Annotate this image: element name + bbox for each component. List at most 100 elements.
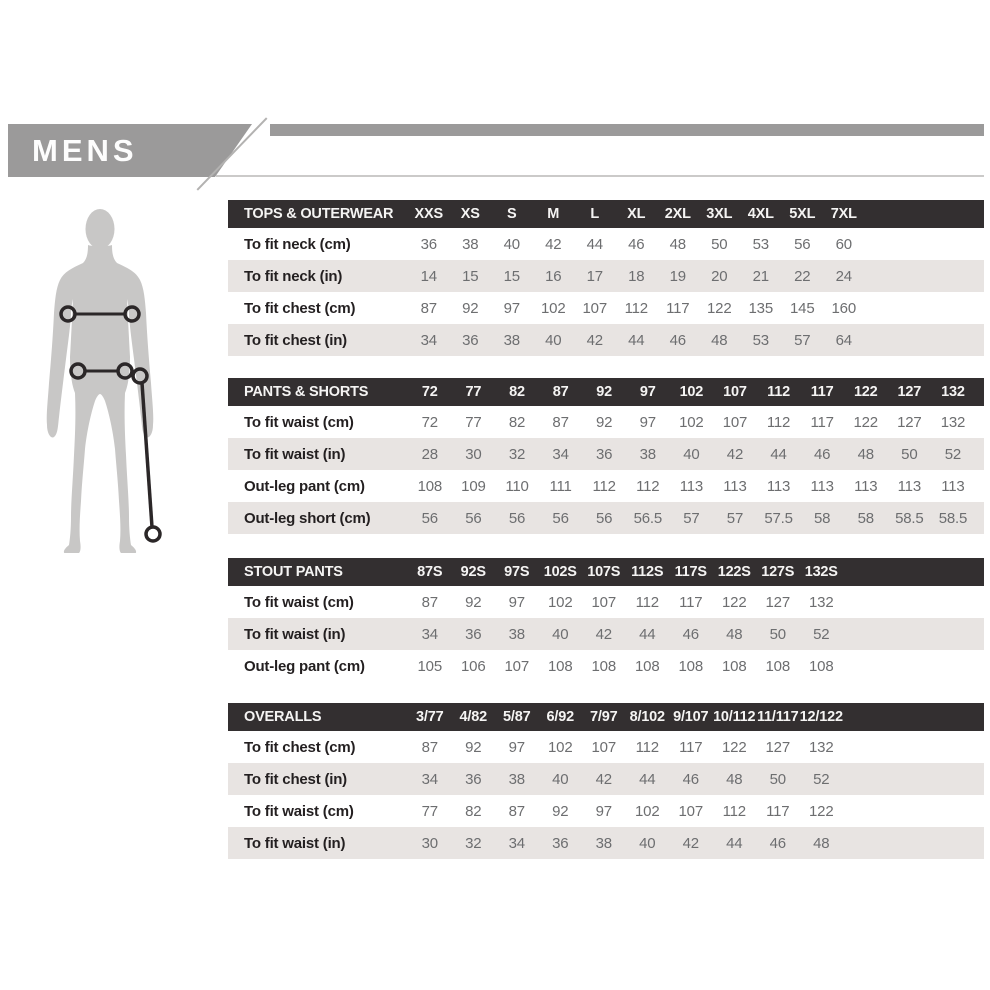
- size-cell: 127: [765, 738, 791, 756]
- size-cell: 107: [504, 657, 530, 675]
- size-cell: 87: [420, 299, 437, 317]
- size-cell: 97: [508, 738, 525, 756]
- size-cell: 107: [591, 738, 617, 756]
- row-label: To fit waist (in): [244, 445, 346, 463]
- size-cell: 53: [752, 331, 769, 349]
- size-cell: 42: [545, 235, 562, 253]
- column-header: 92: [596, 384, 613, 400]
- column-header: L: [590, 206, 600, 222]
- table-row: To fit neck (in) 14 15 15 16 17 18 19 20 21 22 24: [228, 260, 984, 292]
- size-cell: 46: [628, 235, 645, 253]
- table-row: To fit chest (in) 34 36 38 40 42 44 46 48 50 52: [228, 763, 984, 795]
- column-header: 87: [552, 384, 569, 400]
- size-cell: 108: [722, 657, 747, 675]
- size-cell: 108: [765, 657, 791, 675]
- size-cell: 106: [461, 657, 486, 675]
- size-cell: 14: [420, 267, 437, 285]
- size-cell: 112: [766, 413, 791, 431]
- size-cell: 72: [421, 413, 438, 431]
- out-leg-measure-line: [140, 382, 154, 528]
- size-cell: 113: [679, 477, 704, 495]
- size-cell: 87: [508, 802, 525, 820]
- size-cell: 107: [591, 593, 617, 611]
- size-cell: 82: [465, 802, 482, 820]
- column-header: 122S: [717, 564, 751, 580]
- size-cell: 113: [854, 477, 878, 495]
- column-header: 7XL: [830, 206, 857, 222]
- size-cell: 56.5: [633, 509, 663, 527]
- table-header-row: OVERALLS 3/77 4/82 5/87 6/92 7/97 8/102 9/107 10…: [228, 703, 984, 731]
- size-cell: 117: [666, 299, 690, 317]
- size-cell: 46: [669, 331, 686, 349]
- row-label: Out-leg pant (cm): [244, 657, 365, 675]
- column-header: 112S: [631, 564, 664, 580]
- size-cell: 102: [548, 593, 573, 611]
- size-cell: 77: [465, 413, 482, 431]
- column-header: XL: [627, 206, 646, 222]
- table-row: To fit waist (in) 34 36 38 40 42 44 46 48 50 52: [228, 618, 984, 650]
- size-cell: 113: [810, 477, 834, 495]
- size-cell: 87: [421, 593, 438, 611]
- size-cell: 97: [508, 593, 525, 611]
- size-cell: 112: [635, 593, 660, 611]
- row-label: To fit chest (in): [244, 770, 347, 788]
- banner-underline: [216, 175, 984, 177]
- size-cell: 112: [592, 477, 617, 495]
- size-cell: 44: [628, 331, 645, 349]
- size-cell: 28: [421, 445, 438, 463]
- size-cell: 22: [794, 267, 811, 285]
- column-header: 97S: [504, 564, 530, 580]
- size-cell: 110: [505, 477, 529, 495]
- size-cell: 112: [635, 738, 660, 756]
- size-cell: 36: [465, 770, 482, 788]
- size-cell: 92: [552, 802, 569, 820]
- size-cell: 42: [586, 331, 603, 349]
- size-cell: 132: [940, 413, 966, 431]
- size-cell: 113: [723, 477, 747, 495]
- size-cell: 36: [420, 235, 437, 253]
- size-cell: 48: [726, 625, 743, 643]
- size-cell: 108: [635, 657, 660, 675]
- size-cell: 132: [809, 593, 834, 611]
- column-header: 122: [853, 384, 878, 400]
- size-cell: 58: [857, 509, 874, 527]
- column-header: 82: [509, 384, 525, 400]
- table-row: To fit waist (in) 30 32 34 36 38 40 42 44 46 48: [228, 827, 984, 859]
- column-header: 77: [465, 384, 482, 400]
- size-cell: 38: [595, 834, 612, 852]
- size-cell: 102: [635, 802, 660, 820]
- table-row: To fit waist (cm) 87 92 97 102 107 112 117 122 12…: [228, 586, 984, 618]
- size-cell: 44: [726, 834, 743, 852]
- row-label: Out-leg pant (cm): [244, 477, 365, 495]
- body-silhouette: [46, 245, 154, 553]
- column-header: 102S: [543, 564, 577, 580]
- size-table-pants-shorts: PANTS & SHORTS 72 77 82 87 92 97 102 107 112 117 12…: [228, 378, 984, 534]
- size-cell: 160: [831, 299, 857, 317]
- size-cell: 36: [465, 625, 482, 643]
- row-label: To fit waist (in): [244, 834, 346, 852]
- size-cell: 122: [722, 593, 747, 611]
- waist-measure-point-left: [69, 362, 87, 380]
- size-cell: 44: [639, 770, 656, 788]
- size-cell: 112: [624, 299, 649, 317]
- size-cell: 42: [726, 445, 744, 463]
- column-header: 127S: [761, 564, 795, 580]
- table-row: To fit waist (in) 28 30 32 34 36 38 40 42 44 46 48 5…: [228, 438, 984, 470]
- size-cell: 48: [813, 834, 830, 852]
- size-cell: 87: [552, 413, 569, 431]
- size-cell: 30: [421, 834, 438, 852]
- size-cell: 87: [421, 738, 438, 756]
- size-cell: 19: [669, 267, 686, 285]
- size-cell: 56: [421, 509, 438, 527]
- size-cell: 102: [679, 413, 704, 431]
- size-cell: 32: [465, 834, 482, 852]
- table-row: To fit chest (cm) 87 92 97 102 107 112 117 122 12…: [228, 731, 984, 763]
- size-cell: 46: [682, 770, 699, 788]
- size-cell: 132: [809, 738, 834, 756]
- size-cell: 122: [809, 802, 834, 820]
- column-header: 9/107: [673, 709, 709, 725]
- size-cell: 113: [897, 477, 922, 495]
- size-cell: 40: [683, 445, 700, 463]
- size-cell: 56: [794, 235, 811, 253]
- size-cell: 40: [552, 770, 569, 788]
